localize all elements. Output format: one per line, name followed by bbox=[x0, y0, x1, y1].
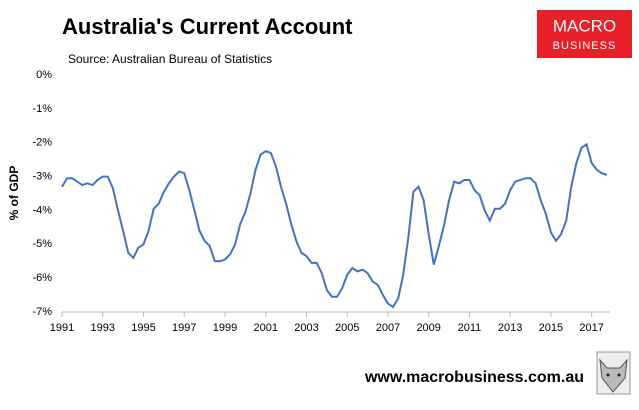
x-tick-label: 1997 bbox=[172, 322, 196, 334]
x-tick-label: 1995 bbox=[131, 322, 155, 334]
x-tick-label: 2005 bbox=[335, 322, 359, 334]
x-tick-label: 2013 bbox=[498, 322, 522, 334]
logo-text: MACRO bbox=[553, 16, 616, 35]
y-tick-label: -1% bbox=[32, 103, 52, 115]
x-tick-label: 1999 bbox=[213, 322, 237, 334]
x-tick-label: 1993 bbox=[91, 322, 115, 334]
chart-subtitle: Source: Australian Bureau of Statistics bbox=[68, 52, 272, 66]
y-tick-label: -4% bbox=[32, 204, 52, 216]
chart-title: Australia's Current Account bbox=[62, 14, 353, 39]
x-tick-label: 2007 bbox=[376, 322, 400, 334]
y-tick-label: -6% bbox=[32, 272, 52, 284]
y-tick-label: -7% bbox=[32, 306, 52, 318]
x-tick-label: 2017 bbox=[579, 322, 603, 334]
footer: www.macrobusiness.com.au bbox=[364, 369, 584, 386]
x-tick-label: 2003 bbox=[294, 322, 318, 334]
x-tick-label: 2001 bbox=[253, 322, 277, 334]
wolf-icon bbox=[596, 351, 631, 395]
y-tick-label: 0% bbox=[36, 69, 52, 81]
y-axis-label: % of GDP bbox=[7, 166, 21, 221]
x-tick-label: 2015 bbox=[539, 322, 563, 334]
data-line bbox=[61, 142, 608, 309]
y-tick-label: -3% bbox=[32, 170, 52, 182]
x-tick-label: 2009 bbox=[416, 322, 440, 334]
x-tick-label: 1991 bbox=[50, 322, 74, 334]
logo-text: BUSINESS bbox=[553, 40, 617, 52]
y-tick-label: -2% bbox=[32, 137, 52, 149]
y-tick-label: -5% bbox=[32, 238, 52, 250]
x-tick-label: 2011 bbox=[458, 322, 482, 334]
logo-box bbox=[537, 10, 632, 58]
